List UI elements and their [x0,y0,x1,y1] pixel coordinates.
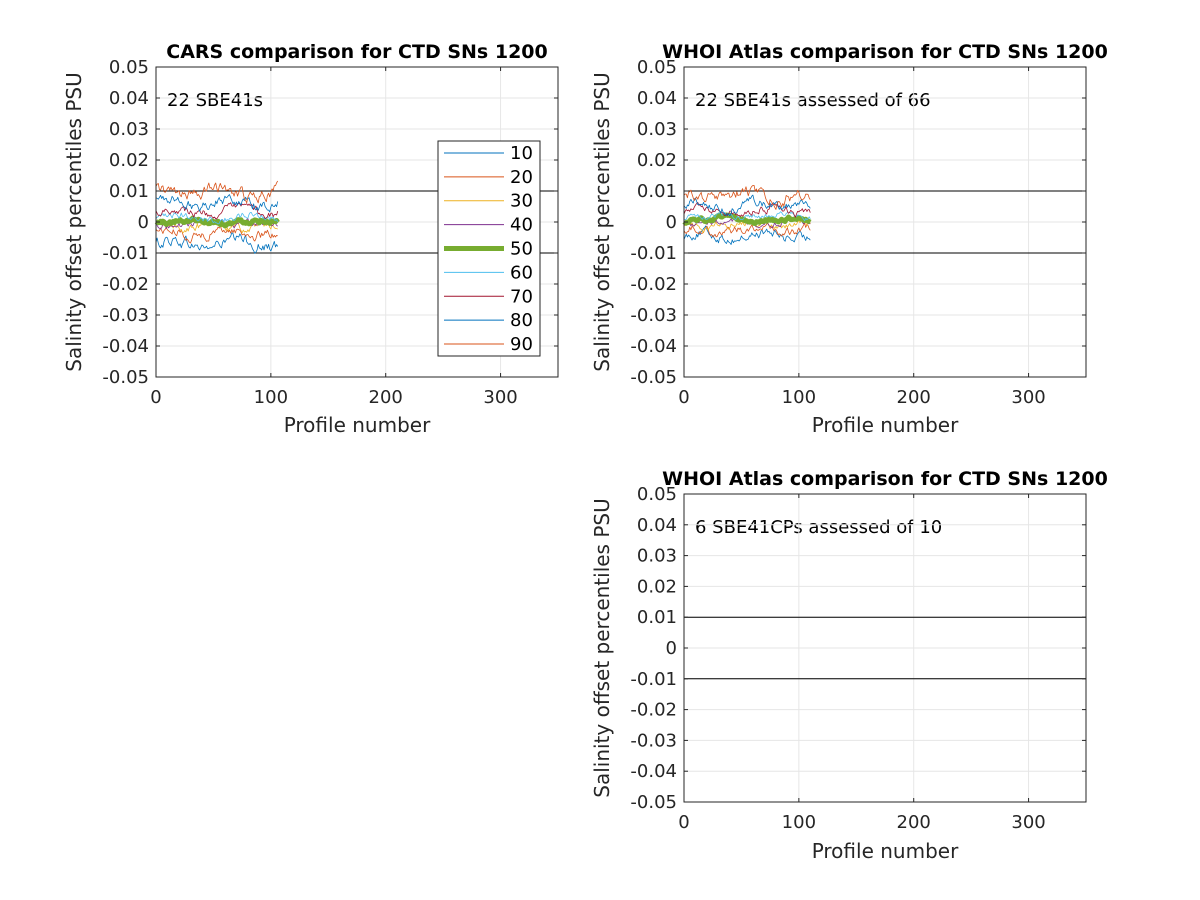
series-lines [154,180,280,254]
y-tick-label: -0.05 [102,367,149,388]
y-tick-label: 0.05 [637,484,677,505]
chart-title: CARS comparison for CTD SNs 1200 [166,41,547,63]
series-line-p90 [155,180,279,204]
y-tick-label: 0.05 [637,57,677,78]
legend-label-p70: 70 [510,286,533,307]
tick-labels: 0 100 200 300 -0.05 -0.04 -0.03 -0.02 -0.01 0 0.01… [630,484,1086,833]
y-tick-label: 0.05 [109,57,149,78]
x-tick-label: 200 [369,387,403,408]
x-tick-label: 100 [254,387,288,408]
chart-panel-whoi-sbe41: WHOI Atlas comparison for CTD SNs 1200 P… [590,41,1108,437]
y-tick-label: 0.02 [637,150,677,171]
legend-label-p90: 90 [510,334,533,355]
legend-label-p80: 80 [510,310,533,331]
y-axis-label: Salinity offset percentiles PSU [62,72,86,371]
series-line-p70 [155,202,279,220]
x-tick-label: 200 [897,812,931,833]
legend-label-p40: 40 [510,215,533,236]
y-tick-label: -0.02 [630,274,677,295]
series-line-p50 [154,215,280,229]
y-tick-label: 0.04 [109,88,149,109]
y-tick-label: -0.01 [630,243,677,264]
y-tick-label: 0.03 [109,119,149,140]
chart-panel-whoi-sbe41cp: WHOI Atlas comparison for CTD SNs 1200 P… [590,468,1108,863]
y-tick-label: -0.04 [630,336,677,357]
x-tick-label: 300 [1011,812,1045,833]
y-tick-label: 0 [138,212,149,233]
x-axis-label: Profile number [284,413,431,437]
x-tick-label: 200 [897,387,931,408]
y-tick-label: -0.04 [102,336,149,357]
series-line-p20 [155,225,278,244]
y-tick-label: 0.01 [109,181,149,202]
series-line-p10 [683,225,811,245]
y-axis-label: Salinity offset percentiles PSU [590,72,614,371]
y-tick-label: 0 [666,638,677,659]
series-line-p80 [683,194,811,217]
legend-label-p30: 30 [510,191,533,212]
tick-labels: 0 100 200 300 -0.05 -0.04 -0.03 -0.02 -0.01 0 0.01… [102,57,558,408]
annotation-text: 22 SBE41s [167,90,263,111]
y-tick-label: 0.03 [637,119,677,140]
y-axis-label: Salinity offset percentiles PSU [590,498,614,797]
legend-label-p20: 20 [510,167,533,188]
reference-lines [684,616,1086,680]
legend-label-p10: 10 [510,143,533,164]
chart-title: WHOI Atlas comparison for CTD SNs 1200 [662,41,1108,63]
y-tick-label: -0.03 [630,730,677,751]
y-tick-label: -0.02 [102,274,149,295]
y-tick-label: -0.01 [630,669,677,690]
legend-label-p50: 50 [510,239,533,260]
y-tick-label: 0.04 [637,88,677,109]
chart-title: WHOI Atlas comparison for CTD SNs 1200 [662,468,1108,490]
y-tick-label: 0.02 [109,150,149,171]
y-tick-label: -0.05 [630,792,677,813]
annotation-text: 6 SBE41CPs assessed of 10 [695,517,942,538]
series-line-p60 [155,211,279,225]
x-tick-label: 300 [1011,387,1045,408]
x-tick-label: 0 [150,387,161,408]
x-axis-label: Profile number [812,413,959,437]
series-line-p50 [682,212,812,226]
annotation-text: 22 SBE41s assessed of 66 [695,90,931,111]
legend-label-p60: 60 [510,262,533,283]
x-tick-label: 0 [678,387,689,408]
x-axis-label: Profile number [812,839,959,863]
y-tick-label: 0.04 [637,515,677,536]
y-tick-label: -0.03 [102,305,149,326]
series-line-p10 [155,232,279,254]
x-tick-label: 100 [782,387,816,408]
y-tick-label: -0.02 [630,700,677,721]
series-line-p90 [683,184,811,210]
y-tick-label: 0.03 [637,546,677,567]
y-tick-label: 0 [666,212,677,233]
y-tick-label: -0.04 [630,761,677,782]
tick-labels: 0 100 200 300 -0.05 -0.04 -0.03 -0.02 -0.01 0 0.01… [630,57,1086,408]
x-tick-label: 100 [782,812,816,833]
series-line-p80 [155,194,279,213]
series-lines [682,184,812,245]
y-tick-label: -0.01 [102,243,149,264]
x-tick-label: 300 [483,387,517,408]
reference-lines [684,190,1086,254]
y-tick-label: -0.03 [630,305,677,326]
series-line-p70 [683,201,811,218]
y-tick-label: 0.01 [637,181,677,202]
y-tick-label: 0.02 [637,576,677,597]
chart-panel-cars: CARS comparison for CTD SNs 1200 Profile… [62,41,559,437]
y-tick-label: 0.01 [637,607,677,628]
y-tick-label: -0.05 [630,367,677,388]
x-tick-label: 0 [678,812,689,833]
